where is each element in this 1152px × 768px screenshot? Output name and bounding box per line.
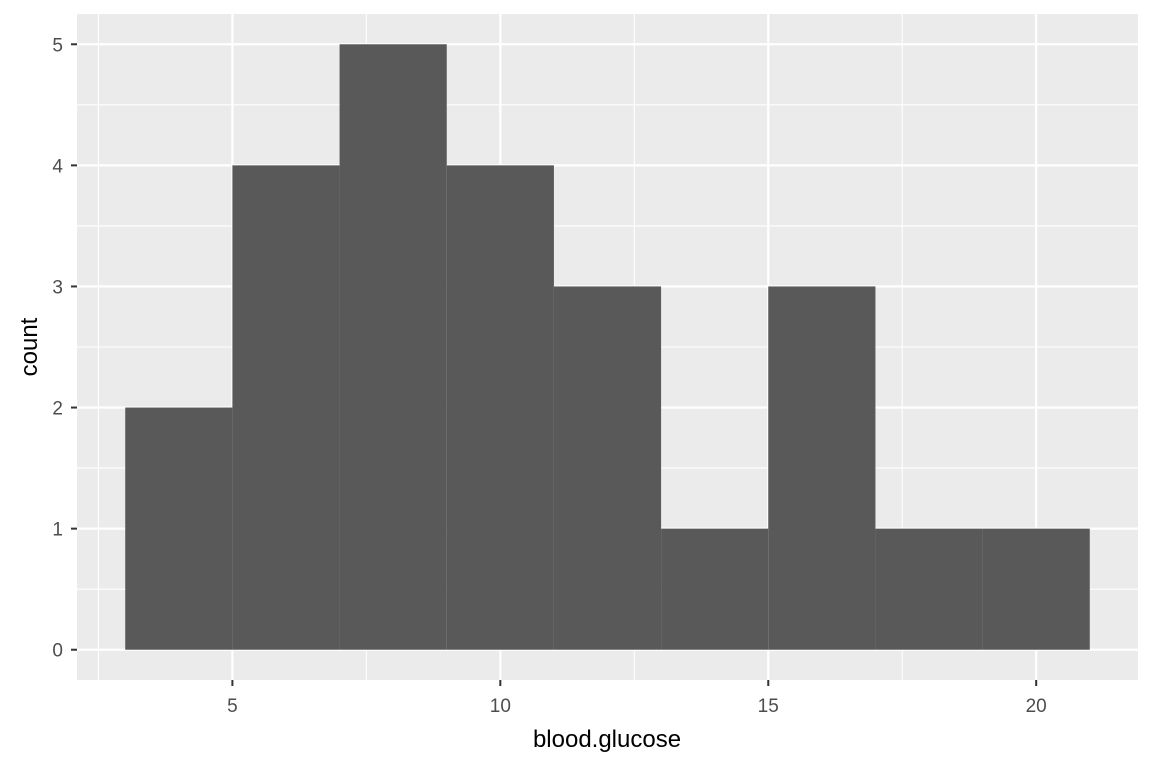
histogram-bar: [768, 286, 876, 650]
x-axis: 5 10 15 20: [227, 680, 1047, 717]
histogram-bar: [982, 528, 1090, 650]
y-tick-label: 4: [52, 156, 63, 177]
histogram-bar: [661, 528, 769, 650]
histogram-bar: [875, 528, 983, 650]
histogram-bar: [339, 44, 447, 650]
x-tick-label: 5: [227, 696, 238, 717]
x-axis-title: blood.glucose: [533, 726, 681, 753]
y-tick-label: 1: [52, 520, 63, 541]
y-tick-label: 5: [52, 35, 63, 56]
x-tick-label: 15: [758, 696, 779, 717]
histogram-bar: [446, 165, 554, 650]
y-axis-title: count: [16, 317, 43, 376]
histogram-bar: [125, 407, 233, 650]
y-tick-label: 0: [52, 641, 63, 662]
x-tick-label: 10: [490, 696, 511, 717]
histogram-bar: [232, 165, 340, 650]
histogram-bar: [553, 286, 662, 650]
x-tick-label: 20: [1026, 696, 1047, 717]
y-tick-label: 2: [52, 399, 63, 420]
histogram-bars: [125, 44, 1090, 650]
y-axis: 0 1 2 3 4 5: [52, 35, 77, 662]
y-tick-label: 3: [52, 277, 63, 298]
